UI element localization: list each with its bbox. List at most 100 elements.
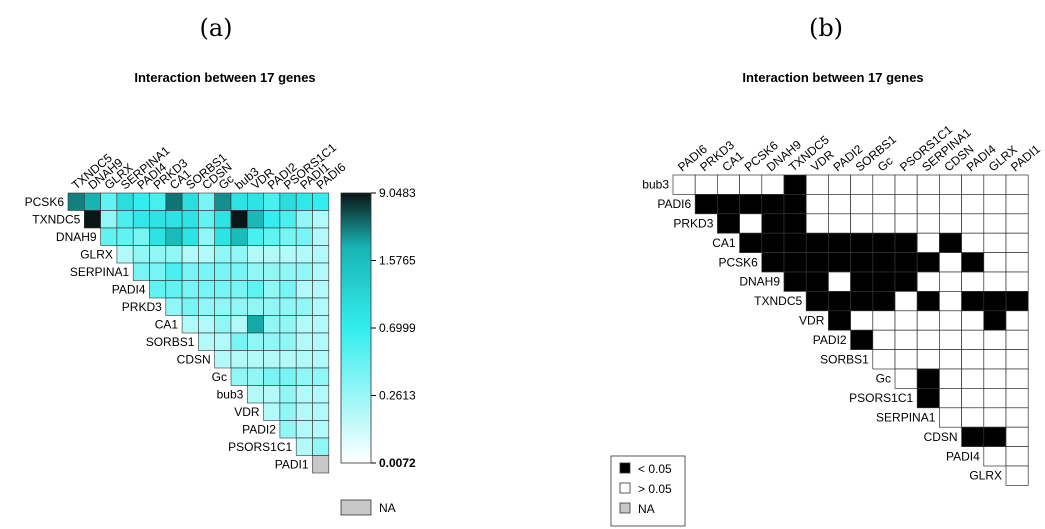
na-label-a: NA xyxy=(379,501,396,515)
heatmap-cell-a xyxy=(279,262,297,281)
row-label-a: SERPINA1 xyxy=(70,265,130,279)
significance-cell-b xyxy=(939,174,962,195)
significance-cell-b xyxy=(805,291,829,312)
heatmap-cell-a xyxy=(214,245,232,264)
heatmap-cell-a xyxy=(279,245,297,264)
significance-cell-b xyxy=(939,368,962,389)
heatmap-cell-a xyxy=(312,192,330,211)
row-label-a: VDR xyxy=(234,405,260,419)
row-label-b: PCSK6 xyxy=(718,255,758,269)
heatmap-cell-a xyxy=(247,332,264,351)
significance-cell-b xyxy=(739,174,763,195)
significance-cell-b xyxy=(783,194,807,215)
heatmap-cell-a xyxy=(295,350,313,369)
significance-cell-b xyxy=(983,213,1007,234)
heatmap-cell-a xyxy=(295,420,313,439)
heatmap-cell-a xyxy=(263,192,281,211)
significance-cell-b xyxy=(872,232,896,253)
significance-cell-b xyxy=(983,232,1007,253)
significance-cell-b xyxy=(983,446,1007,467)
significance-cell-b xyxy=(961,252,985,273)
heatmap-cell-a xyxy=(230,210,248,229)
heatmap-cell-a xyxy=(181,262,199,281)
significance-cell-b xyxy=(872,310,896,331)
heatmap-cell-a xyxy=(263,245,281,264)
significance-cell-b xyxy=(828,194,851,215)
significance-cell-b xyxy=(939,194,962,215)
heatmap-cell-a xyxy=(149,227,167,246)
heatmap-cell-a xyxy=(198,245,215,264)
significance-cell-b xyxy=(872,174,896,195)
significance-cell-b xyxy=(916,291,940,312)
heatmap-cell-a xyxy=(165,245,183,264)
significance-cell-b xyxy=(850,252,874,273)
significance-cell-b xyxy=(872,252,896,273)
significance-cell-b xyxy=(1005,194,1029,215)
row-label-a: PCSK6 xyxy=(25,195,65,209)
heatmap-cell-a xyxy=(214,227,232,246)
significance-cell-b xyxy=(805,213,829,234)
significance-cell-b xyxy=(739,194,763,215)
heatmap-cell-a xyxy=(230,262,248,281)
significance-cell-b xyxy=(939,329,962,350)
significance-cell-b xyxy=(850,213,874,234)
heatmap-cell-a xyxy=(230,367,248,386)
significance-cell-b xyxy=(939,407,962,428)
significance-cell-b xyxy=(983,407,1007,428)
row-label-b: CA1 xyxy=(712,236,736,250)
significance-cell-b xyxy=(939,310,962,331)
significance-cell-b xyxy=(939,291,962,312)
heatmap-cell-a xyxy=(214,192,232,211)
heatmap-cell-a xyxy=(295,280,313,299)
significance-cell-b xyxy=(828,232,851,253)
heatmap-cell-a xyxy=(247,385,264,404)
significance-cell-b xyxy=(783,174,807,195)
significance-cell-b xyxy=(783,232,807,253)
significance-cell-b xyxy=(894,368,918,389)
significance-cell-b xyxy=(1005,368,1029,389)
row-label-b: PADI4 xyxy=(946,449,980,463)
heatmap-cell-a xyxy=(181,245,199,264)
significance-cell-b xyxy=(828,271,851,292)
significance-cell-b xyxy=(1005,213,1029,234)
heatmap-cell-a xyxy=(116,227,134,246)
significance-cell-b xyxy=(761,232,785,253)
row-label-a: CDSN xyxy=(177,352,211,366)
significance-cell-b xyxy=(1005,271,1029,292)
significance-cell-b xyxy=(894,252,918,273)
heatmap-cell-a xyxy=(279,402,297,421)
row-label-b: SORBS1 xyxy=(820,352,869,366)
significance-cell-b xyxy=(983,368,1007,389)
chart-a-title: Interaction between 17 genes xyxy=(134,70,315,85)
heatmap-cell-a xyxy=(279,297,297,316)
heatmap-cell-a xyxy=(295,402,313,421)
significance-cell-b xyxy=(872,271,896,292)
panel-b-label: (b) xyxy=(809,14,843,42)
significance-cell-b xyxy=(1005,174,1029,195)
significance-cell-b xyxy=(894,271,918,292)
heatmap-cell-a xyxy=(295,332,313,351)
significance-cell-b xyxy=(983,310,1007,331)
heatmap-cell-a xyxy=(279,227,297,246)
heatmap-cell-a xyxy=(181,227,199,246)
significance-cell-b xyxy=(894,194,918,215)
significance-cell-b xyxy=(850,232,874,253)
heatmap-cell-a xyxy=(230,350,248,369)
heatmap-cell-a xyxy=(263,350,281,369)
heatmap-cell-a xyxy=(295,297,313,316)
significance-cell-b xyxy=(872,349,896,370)
heatmap-cell-a xyxy=(214,332,232,351)
colorbar-tick-label: 0.2613 xyxy=(379,389,416,403)
heatmap-cell-a xyxy=(100,210,118,229)
significance-cell-b xyxy=(961,174,985,195)
significance-cell-b xyxy=(761,194,785,215)
heatmap-cell-a xyxy=(100,227,118,246)
heatmap-cell-a xyxy=(165,297,183,316)
row-label-b: PSORS1C1 xyxy=(849,391,913,405)
significance-cell-b xyxy=(894,349,918,370)
heatmap-cell-a xyxy=(295,210,313,229)
significance-cell-b xyxy=(894,213,918,234)
heatmap-cell-a xyxy=(116,210,134,229)
heatmap-cell-a xyxy=(263,367,281,386)
